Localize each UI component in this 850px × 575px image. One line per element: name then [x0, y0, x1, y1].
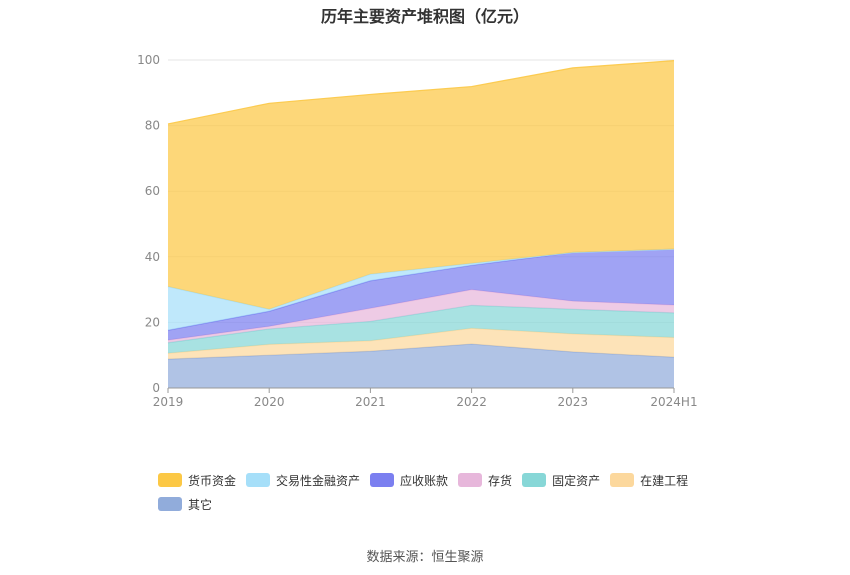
y-tick-label: 100	[137, 53, 160, 67]
area-series	[168, 289, 674, 343]
legend-item[interactable]: 其它	[158, 496, 212, 512]
x-tick-label: 2021	[355, 395, 386, 409]
legend-item[interactable]: 固定资产	[522, 472, 600, 488]
x-tick-label: 2023	[558, 395, 589, 409]
legend-item[interactable]: 在建工程	[610, 472, 688, 488]
legend-label: 存货	[488, 473, 513, 488]
area-series-line	[167, 60, 675, 125]
legend-item[interactable]: 存货	[458, 472, 512, 488]
legend-swatch	[370, 473, 395, 487]
x-tick-label: 2022	[456, 395, 487, 409]
legend-label: 其它	[188, 497, 213, 512]
legend-label: 固定资产	[552, 473, 601, 488]
legend-label: 货币资金	[188, 473, 237, 488]
legend-item[interactable]: 货币资金	[158, 472, 236, 488]
legend-swatch	[158, 497, 182, 511]
legend-swatch	[246, 473, 271, 487]
legend-swatch	[522, 473, 547, 487]
y-tick-label: 80	[145, 119, 160, 133]
data-source-note: 数据来源：恒生聚源	[366, 550, 484, 565]
x-tick-label: 2020	[254, 395, 285, 409]
y-tick-label: 60	[145, 184, 160, 198]
area-series	[168, 344, 674, 388]
legend-swatch	[158, 473, 182, 487]
stacked-area-chart: 0 20 40 60 80 100 2019 2020 2021 2022 2023 2024H1	[137, 53, 698, 409]
legend-label: 交易性金融资产	[276, 473, 361, 488]
area-series-line	[167, 304, 675, 344]
y-tick-label: 40	[145, 250, 160, 264]
legend-label: 应收账款	[400, 473, 449, 488]
legend-swatch	[610, 473, 635, 487]
legend-label: 在建工程	[640, 473, 689, 488]
chart-title: 历年主要资产堆积图（亿元）	[320, 7, 529, 26]
y-tick-label: 0	[152, 381, 160, 395]
x-tick-label: 2019	[153, 395, 184, 409]
legend-item[interactable]: 交易性金融资产	[246, 472, 360, 488]
y-tick-label: 20	[145, 315, 160, 329]
area-series	[168, 60, 674, 310]
area-series	[168, 249, 674, 341]
area-series	[168, 305, 674, 354]
area-series	[168, 328, 674, 360]
legend-item[interactable]: 应收账款	[370, 472, 448, 488]
chart-legend: 货币资金 交易性金融资产 应收账款 存货 固定资产 在建工程其它	[158, 472, 718, 520]
legend-swatch	[458, 473, 483, 487]
x-tick-label: 2024H1	[650, 395, 697, 409]
